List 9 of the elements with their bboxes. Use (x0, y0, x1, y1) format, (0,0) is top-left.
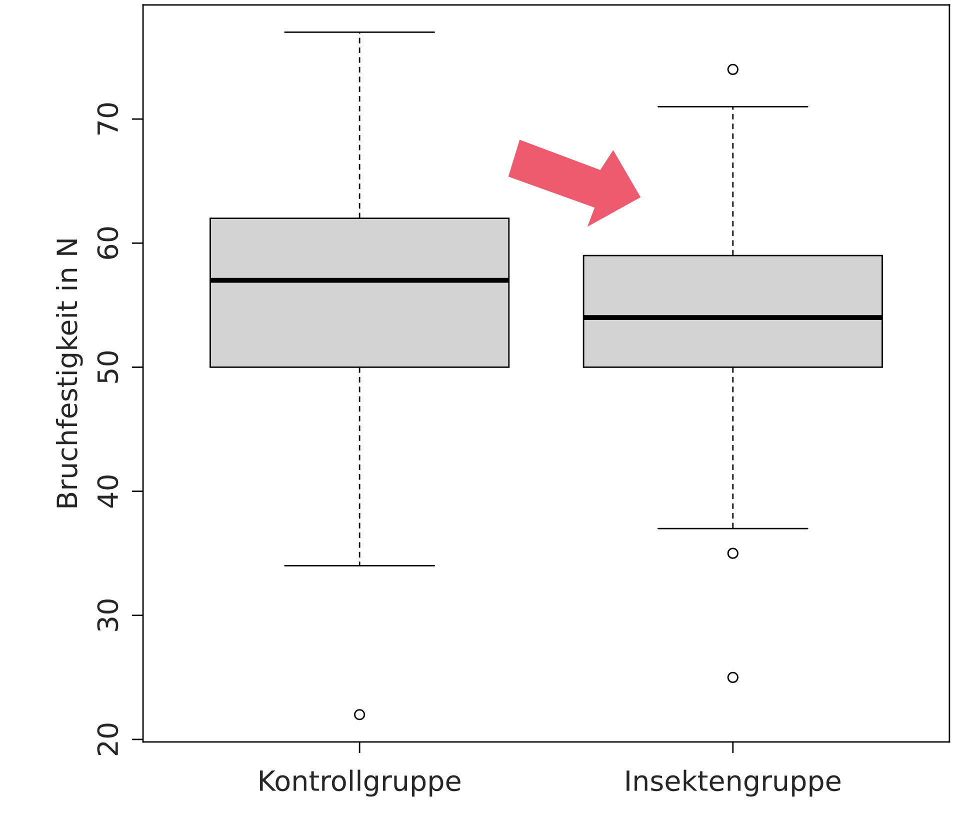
y-tick-label: 70 (97, 103, 118, 134)
y-tick-label: 20 (97, 724, 118, 756)
x-tick-label: Kontrollgruppe (260, 770, 460, 797)
y-tick-label: 60 (97, 227, 118, 259)
y-tick-label: 50 (97, 351, 118, 383)
y-axis-title: Bruchfestigkeit in N (56, 240, 83, 508)
y-tick-label: 40 (97, 475, 118, 508)
x-tick-label: Insektengruppe (626, 770, 840, 797)
y-tick-label: 30 (97, 600, 118, 631)
